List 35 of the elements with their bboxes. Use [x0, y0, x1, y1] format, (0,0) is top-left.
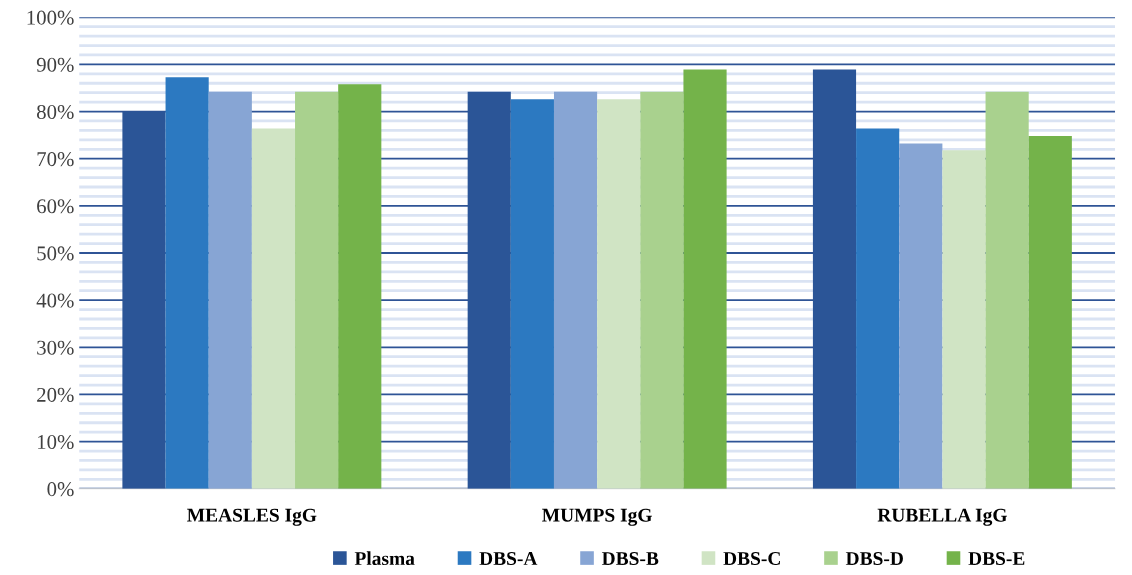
legend-label: DBS-A — [479, 551, 538, 566]
y-tick-label: 10% — [38, 434, 74, 450]
x-tick-label: MUMPS IgG — [542, 508, 652, 526]
y-tick-label: 40% — [36, 293, 74, 308]
bar — [1028, 136, 1072, 489]
y-tick-label: 100% — [27, 10, 74, 25]
bar — [597, 99, 641, 489]
legend-label: Plasma — [354, 551, 415, 566]
bar — [295, 91, 339, 489]
bar — [640, 91, 684, 489]
bar — [942, 150, 986, 489]
bar — [208, 91, 252, 489]
y-tick-label: 90% — [36, 57, 74, 72]
bar — [856, 128, 900, 489]
bar — [165, 77, 209, 489]
bar — [899, 143, 943, 489]
bar — [338, 84, 382, 489]
legend-label: DBS-C — [723, 551, 780, 566]
y-tick-label: 70% — [37, 152, 74, 167]
bar — [985, 91, 1029, 489]
legend-label: DBS-E — [968, 551, 1025, 566]
y-tick-label: 60% — [37, 199, 74, 214]
y-tick-label: 0% — [47, 482, 74, 497]
x-tick-label: MEASLES IgG — [187, 508, 317, 526]
x-tick-label: RUBELLA IgG — [877, 508, 1007, 526]
y-tick-label: 30% — [37, 340, 74, 355]
bar — [683, 69, 727, 489]
y-tick-label: 50% — [37, 246, 74, 261]
y-tick-label: 80% — [36, 104, 74, 120]
bar — [251, 128, 296, 489]
legend-label: DBS-D — [845, 551, 903, 566]
bar — [553, 91, 598, 489]
bar — [510, 99, 554, 489]
legend-label: DBS-B — [601, 551, 659, 566]
y-tick-label: 20% — [37, 387, 74, 402]
